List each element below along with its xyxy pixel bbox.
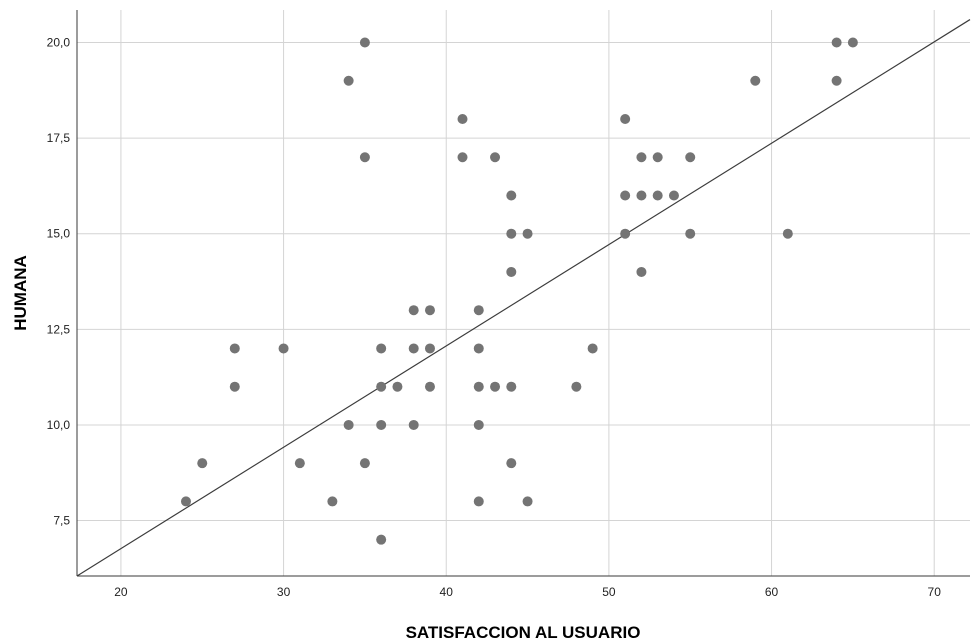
data-point bbox=[506, 381, 517, 392]
data-point bbox=[782, 228, 793, 239]
data-point bbox=[506, 266, 517, 277]
data-point bbox=[668, 190, 679, 201]
data-points bbox=[180, 37, 858, 545]
y-tick-label: 20,0 bbox=[47, 36, 71, 50]
data-point bbox=[506, 190, 517, 201]
y-tick-label: 17,5 bbox=[47, 131, 71, 145]
data-point bbox=[522, 496, 533, 507]
x-axis-title: SATISFACCION AL USUARIO bbox=[406, 623, 641, 641]
data-point bbox=[343, 419, 354, 430]
data-point bbox=[473, 343, 484, 354]
data-point bbox=[636, 190, 647, 201]
data-point bbox=[376, 381, 387, 392]
y-axis-title: HUMANA bbox=[11, 255, 30, 331]
data-point bbox=[197, 458, 208, 469]
data-point bbox=[180, 496, 191, 507]
data-point bbox=[229, 343, 240, 354]
y-tick-label: 12,5 bbox=[47, 322, 71, 336]
x-tick-label: 20 bbox=[114, 585, 128, 599]
data-point bbox=[473, 305, 484, 316]
data-point bbox=[490, 381, 501, 392]
data-point bbox=[294, 458, 305, 469]
data-point bbox=[685, 152, 696, 163]
data-point bbox=[620, 190, 631, 201]
data-point bbox=[506, 458, 517, 469]
data-point bbox=[229, 381, 240, 392]
data-point bbox=[457, 152, 468, 163]
data-point bbox=[750, 75, 761, 86]
x-tick-labels: 20 30 40 50 60 70 bbox=[114, 585, 941, 599]
grid-lines bbox=[77, 10, 970, 576]
data-point bbox=[408, 305, 419, 316]
x-tick-label: 50 bbox=[602, 585, 616, 599]
data-point bbox=[636, 152, 647, 163]
data-point bbox=[359, 458, 370, 469]
data-point bbox=[327, 496, 338, 507]
data-point bbox=[571, 381, 582, 392]
data-point bbox=[506, 228, 517, 239]
data-point bbox=[652, 152, 663, 163]
y-tick-label: 15,0 bbox=[47, 227, 71, 241]
x-tick-label: 30 bbox=[277, 585, 291, 599]
data-point bbox=[490, 152, 501, 163]
data-point bbox=[424, 381, 435, 392]
data-point bbox=[522, 228, 533, 239]
data-point bbox=[343, 75, 354, 86]
data-point bbox=[408, 419, 419, 430]
data-point bbox=[587, 343, 598, 354]
data-point bbox=[473, 381, 484, 392]
data-point bbox=[424, 343, 435, 354]
data-point bbox=[636, 266, 647, 277]
data-point bbox=[424, 305, 435, 316]
data-point bbox=[376, 419, 387, 430]
data-point bbox=[473, 419, 484, 430]
data-point bbox=[408, 343, 419, 354]
data-point bbox=[685, 228, 696, 239]
y-tick-label: 10,0 bbox=[47, 418, 71, 432]
data-point bbox=[457, 113, 468, 124]
data-point bbox=[620, 228, 631, 239]
data-point bbox=[278, 343, 289, 354]
y-tick-labels: 7,5 10,0 12,5 15,0 17,5 20,0 bbox=[47, 36, 71, 528]
x-tick-label: 40 bbox=[440, 585, 454, 599]
data-point bbox=[473, 496, 484, 507]
data-point bbox=[652, 190, 663, 201]
axes bbox=[76, 10, 970, 577]
fit-line bbox=[76, 19, 971, 577]
data-point bbox=[831, 37, 842, 48]
data-point bbox=[376, 343, 387, 354]
data-point bbox=[376, 534, 387, 545]
data-point bbox=[359, 37, 370, 48]
data-point bbox=[620, 113, 631, 124]
data-point bbox=[831, 75, 842, 86]
data-point bbox=[359, 152, 370, 163]
y-tick-label: 7,5 bbox=[53, 514, 70, 528]
x-tick-label: 60 bbox=[765, 585, 779, 599]
fit-line-group bbox=[76, 19, 971, 577]
data-point bbox=[392, 381, 403, 392]
x-tick-label: 70 bbox=[928, 585, 942, 599]
data-point bbox=[847, 37, 858, 48]
